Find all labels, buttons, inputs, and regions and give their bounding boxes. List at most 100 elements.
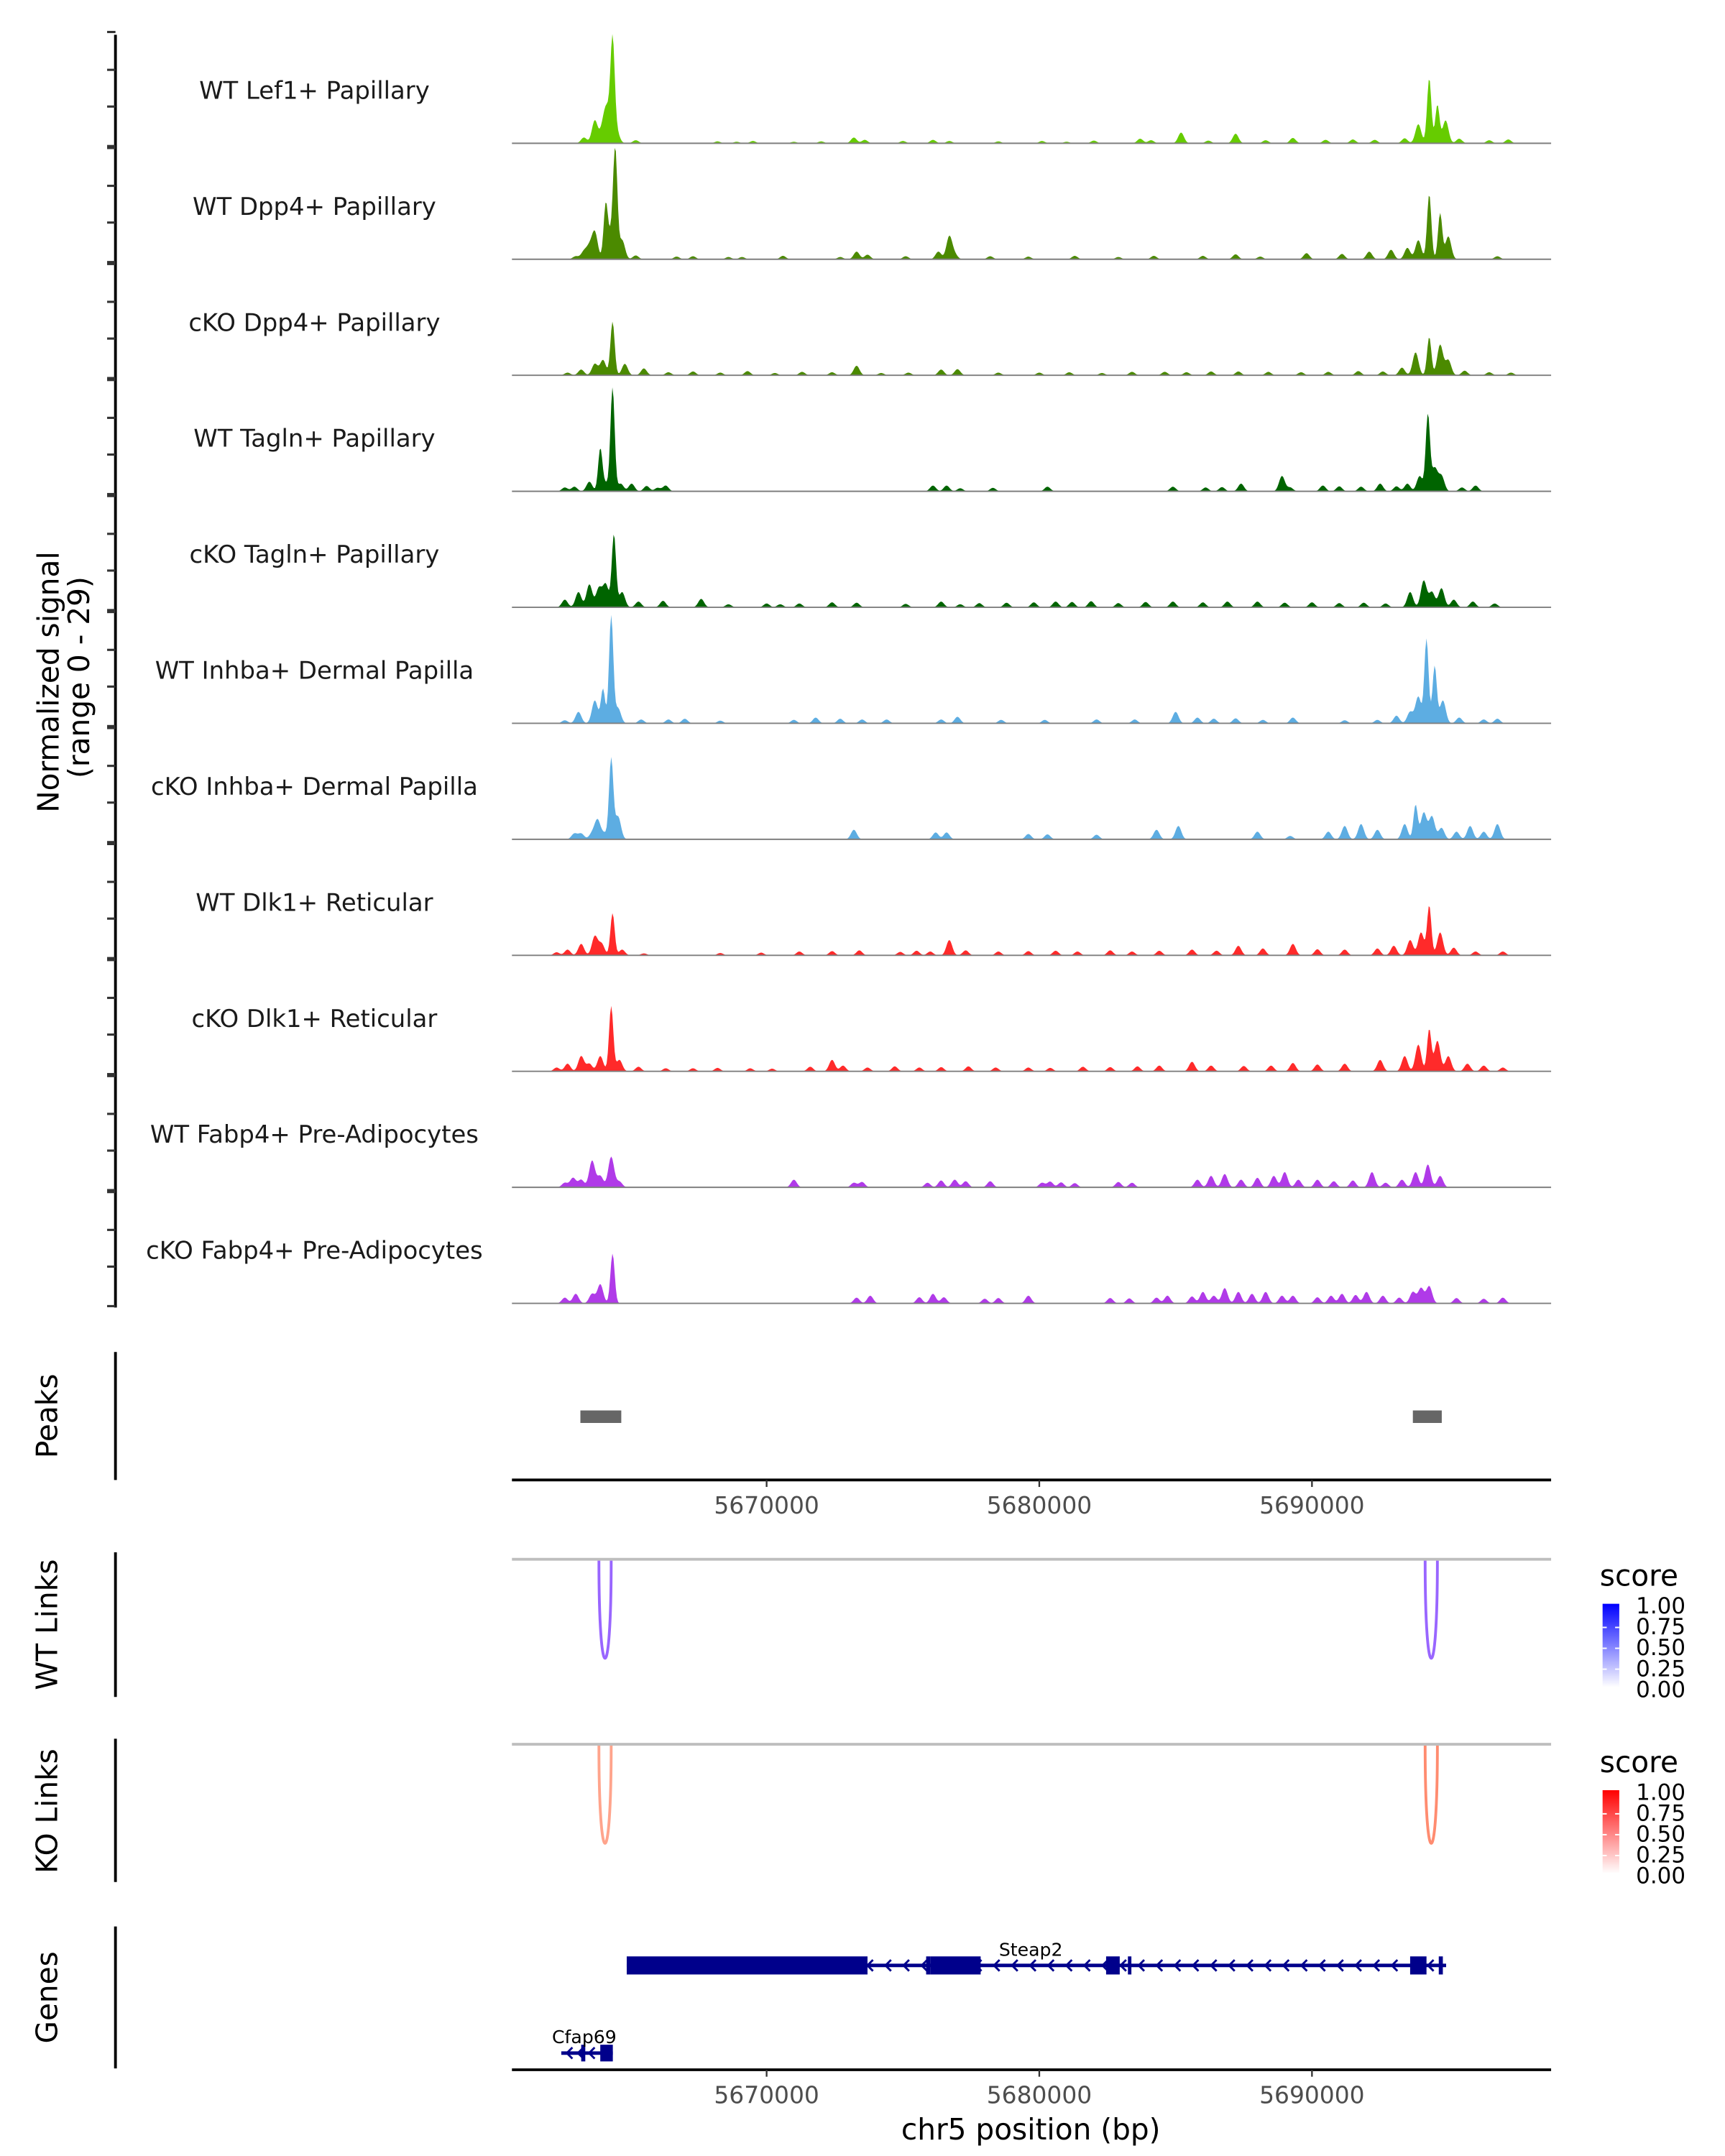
strand-arrow-icon	[1264, 1959, 1272, 1972]
peak-regions	[580, 1410, 1442, 1423]
genes-panel: Genes Steap2 Cfap69 5670000 5680000 5690000…	[29, 1926, 1552, 2147]
legend-tick-label: 0.00	[1636, 1677, 1685, 1703]
peak-region	[580, 1410, 622, 1423]
link-arc	[1423, 1560, 1439, 1660]
coverage-track: WT Dlk1+ Reticular	[196, 888, 1552, 957]
ko-links-panel: KO Links score 1.000.750.500.250.00	[29, 1738, 1685, 1889]
coverage-track: WT Fabp4+ Pre-Adipocytes	[150, 1120, 1552, 1189]
bottom-x-axis: 5670000 5680000 5690000	[714, 2070, 1365, 2109]
ko-links-label: KO Links	[29, 1749, 64, 1874]
legend-tick-label: 0.00	[1636, 1864, 1685, 1889]
gene-exon	[626, 1956, 868, 1975]
y-axis-title-line2: (range 0 - 29)	[62, 576, 96, 778]
strand-arrow-icon	[1155, 1959, 1164, 1972]
wt-legend-ticks: 1.000.750.500.250.00	[1602, 1593, 1685, 1703]
signal-area	[512, 147, 1552, 259]
track-label: WT Fabp4+ Pre-Adipocytes	[150, 1120, 479, 1148]
strand-arrow-icon	[1390, 1959, 1399, 1972]
strand-arrow-icon	[1354, 1959, 1362, 1972]
legend-tick-label: 0.50	[1636, 1635, 1685, 1661]
gene-exon	[581, 2045, 586, 2062]
strand-arrow-icon	[1335, 1959, 1344, 1972]
legend-tick-label: 0.50	[1636, 1822, 1685, 1848]
gene-exon	[926, 1956, 931, 1975]
track-label: cKO Fabp4+ Pre-Adipocytes	[146, 1237, 483, 1265]
legend-tick-label: 0.75	[1636, 1614, 1685, 1640]
gene-cfap69: Cfap69	[552, 2027, 617, 2062]
x-tick-label: 5680000	[987, 2081, 1092, 2109]
strand-arrow-icon	[1173, 1959, 1182, 1972]
x-tick-label: 5680000	[987, 1491, 1092, 1519]
gene-label: Steap2	[999, 1939, 1063, 1960]
coverage-y-axis: Normalized signal (range 0 - 29)	[31, 30, 117, 1308]
signal-area	[512, 757, 1552, 839]
peaks-x-axis: 5670000 5680000 5690000	[714, 1480, 1365, 1519]
legend-tick-label: 0.25	[1636, 1843, 1685, 1869]
wt-links-arcs	[597, 1560, 1439, 1660]
gene-exon	[1438, 1956, 1443, 1975]
signal-area	[512, 34, 1552, 144]
y-axis-title-line1: Normalized signal	[31, 551, 65, 812]
track-label: WT Tagln+ Papillary	[193, 425, 435, 453]
strand-arrow-icon	[1317, 1959, 1326, 1972]
strand-arrow-icon	[565, 2047, 574, 2060]
link-arc	[597, 1746, 613, 1845]
strand-arrow-icon	[1064, 1959, 1073, 1972]
peak-region	[1412, 1410, 1442, 1423]
wt-links-panel: WT Links score 1.000.750.500.250.00	[29, 1552, 1685, 1703]
signal-area	[512, 1156, 1552, 1188]
legend-tick-label: 1.00	[1636, 1593, 1685, 1619]
genes-label: Genes	[29, 1951, 64, 2043]
coverage-track: WT Dpp4+ Papillary	[193, 147, 1552, 260]
legend-tick-label: 1.00	[1636, 1780, 1685, 1806]
coverage-y-axis-title: Normalized signal (range 0 - 29)	[31, 542, 96, 812]
wt-legend-colorbar	[1602, 1603, 1619, 1687]
strand-arrow-icon	[1082, 1959, 1091, 1972]
wt-legend-title: score	[1600, 1558, 1678, 1593]
signal-area	[512, 535, 1552, 608]
coverage-track: cKO Dlk1+ Reticular	[192, 1005, 1552, 1072]
peaks-label: Peaks	[29, 1374, 64, 1459]
strand-arrow-icon	[1372, 1959, 1381, 1972]
strand-arrow-icon	[1191, 1959, 1200, 1972]
track-label: cKO Tagln+ Papillary	[190, 540, 440, 568]
strand-arrow-icon	[587, 2047, 596, 2060]
coverage-track: cKO Tagln+ Papillary	[190, 535, 1552, 609]
track-label: WT Dlk1+ Reticular	[196, 888, 433, 916]
track-label: WT Lef1+ Papillary	[199, 76, 430, 104]
gene-exon	[600, 2045, 613, 2062]
x-axis-title: chr5 position (bp)	[901, 2112, 1161, 2147]
gene-exon	[930, 1956, 981, 1975]
ko-legend-colorbar	[1602, 1789, 1619, 1874]
signal-area	[512, 614, 1552, 724]
coverage-track: cKO Dpp4+ Papillary	[188, 308, 1552, 377]
strand-arrow-icon	[1282, 1959, 1290, 1972]
ko-score-legend: score 1.000.750.500.250.00	[1600, 1745, 1685, 1889]
peaks-panel: Peaks 5670000 5680000 5690000	[29, 1352, 1552, 1519]
gene-steap2: Steap2	[626, 1939, 1447, 1975]
strand-arrow-icon	[1046, 1959, 1055, 1972]
coverage-tracks: WT Lef1+ Papillary WT Dpp4+ Papillary cKO …	[146, 34, 1552, 1304]
coverage-track: WT Inhba+ Dermal Papilla	[155, 614, 1552, 724]
gene-exon	[1409, 1956, 1427, 1975]
x-tick-label: 5670000	[714, 2081, 819, 2109]
strand-arrow-icon	[1029, 1959, 1037, 1972]
wt-links-label: WT Links	[29, 1560, 64, 1690]
link-arc	[1423, 1746, 1439, 1845]
link-arc	[597, 1560, 613, 1660]
signal-area	[512, 1253, 1552, 1304]
track-label: WT Inhba+ Dermal Papilla	[155, 657, 474, 685]
strand-arrow-icon	[920, 1959, 929, 1972]
coverage-track: cKO Inhba+ Dermal Papilla	[151, 757, 1552, 840]
ko-links-arcs	[597, 1746, 1439, 1845]
track-label: cKO Inhba+ Dermal Papilla	[151, 773, 478, 801]
legend-tick-label: 0.25	[1636, 1656, 1685, 1682]
signal-area	[512, 906, 1552, 956]
signal-area	[512, 1005, 1552, 1072]
strand-arrow-icon	[1426, 1959, 1435, 1972]
wt-score-legend: score 1.000.750.500.250.00	[1600, 1558, 1685, 1703]
coverage-track: WT Tagln+ Papillary	[193, 387, 1552, 492]
strand-arrow-icon	[902, 1959, 910, 1972]
x-tick-label: 5690000	[1259, 1491, 1364, 1519]
track-label: cKO Dlk1+ Reticular	[192, 1005, 438, 1033]
